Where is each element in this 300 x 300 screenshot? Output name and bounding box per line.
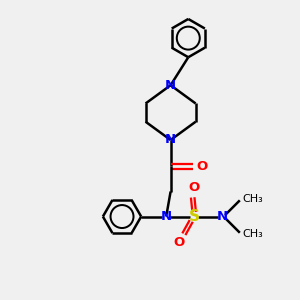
Text: N: N: [160, 210, 172, 223]
Text: O: O: [174, 236, 185, 249]
Text: O: O: [188, 182, 200, 194]
Text: O: O: [196, 160, 208, 173]
Text: N: N: [165, 79, 176, 92]
Text: CH₃: CH₃: [242, 194, 263, 204]
Text: S: S: [189, 209, 200, 224]
Text: CH₃: CH₃: [242, 229, 263, 239]
Text: N: N: [165, 134, 176, 146]
Text: N: N: [217, 210, 228, 223]
